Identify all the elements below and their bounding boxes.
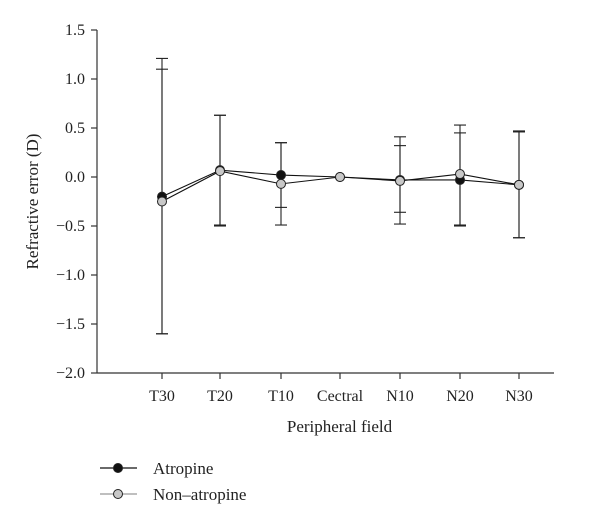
y-tick-label: −2.0 [56,365,85,382]
x-tick-label: N10 [386,388,414,405]
y-tick-label: 0.0 [65,169,85,186]
y-tick-label: 1.0 [65,71,85,88]
y-axis-title: Refractive error (D) [23,134,42,270]
y-tick-label: −1.0 [56,267,85,284]
data-point-non-atropine [395,175,405,186]
x-tick-label: N30 [505,388,533,405]
x-tick-label: Cectral [317,388,364,405]
data-point-non-atropine [335,172,345,182]
data-point-non-atropine [455,169,465,180]
data-point-non-atropine [514,179,524,190]
y-tick-label: 1.5 [65,22,85,39]
y-tick-label: 0.5 [65,120,85,137]
series-layer [156,57,525,335]
data-point-atropine [276,170,286,181]
legend-swatch-marker-atropine [113,463,123,473]
x-tick-label: T20 [207,388,233,405]
data-point-non-atropine [276,178,286,189]
x-tick-label: T30 [149,388,175,405]
y-tick-label: −0.5 [56,218,85,235]
x-tick-label: T10 [268,388,294,405]
legend-label-atropine: Atropine [153,459,213,478]
x-axis-title: Peripheral field [287,417,393,436]
legend-swatch-marker-non-atropine [113,489,123,499]
data-point-non-atropine [215,166,225,177]
legend-label-non-atropine: Non–atropine [153,485,246,504]
data-point-non-atropine [157,196,167,207]
axes: 1.5 1.0 0.5 0.0 −0.5 −1.0 −1.5 −2.0 T30 T20 T10 Cec… [56,22,554,405]
y-tick-label: −1.5 [56,316,85,333]
legend: Atropine Non–atropine [100,459,246,504]
x-tick-label: N20 [446,388,474,405]
